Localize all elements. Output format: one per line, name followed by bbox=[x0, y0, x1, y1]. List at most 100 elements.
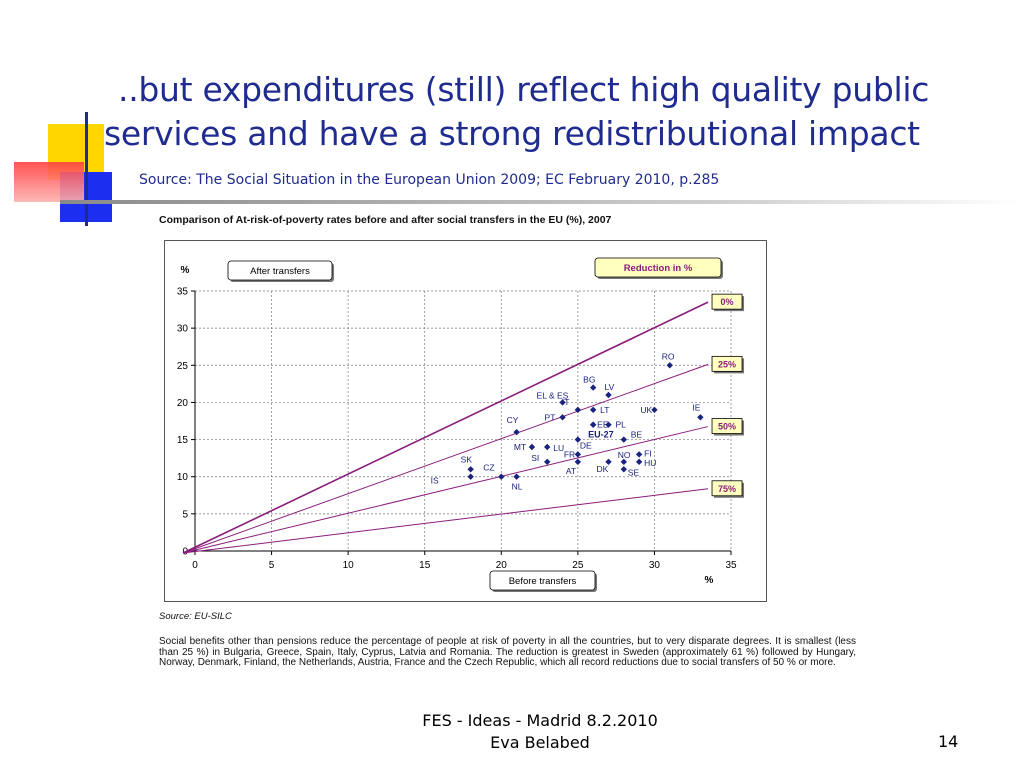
data-point bbox=[589, 384, 597, 391]
point-label: BE bbox=[631, 430, 643, 440]
data-point bbox=[635, 458, 643, 466]
page-number: 14 bbox=[938, 732, 959, 751]
point-label: MT bbox=[514, 442, 526, 452]
footer-author: Eva Belabed bbox=[490, 733, 590, 752]
point-label: LU bbox=[553, 443, 564, 453]
footer-event: FES - Ideas - Madrid 8.2.2010 bbox=[422, 711, 658, 730]
data-point bbox=[574, 451, 582, 458]
point-label: DE bbox=[580, 441, 592, 451]
ref-label-box bbox=[711, 418, 743, 434]
point-label: NO bbox=[618, 450, 631, 460]
decor-red-square bbox=[14, 162, 84, 202]
point-label: HU bbox=[644, 458, 656, 468]
reference-line bbox=[182, 426, 709, 554]
point-label: IE bbox=[692, 402, 700, 412]
y-unit-label: % bbox=[181, 265, 190, 276]
point-label: CZ bbox=[483, 463, 494, 473]
data-point bbox=[605, 391, 612, 399]
x-tick-label: 10 bbox=[343, 560, 355, 571]
x-axis-box-label: Before transfers bbox=[509, 576, 577, 587]
legend-box-label: Reduction in % bbox=[624, 263, 693, 274]
data-point bbox=[589, 406, 597, 414]
y-tick-label: 20 bbox=[177, 398, 189, 409]
ref-label: 25% bbox=[718, 359, 736, 369]
chart-frame: 0510152025303505101520253035%%0%25%50%75… bbox=[164, 240, 767, 602]
point-label: RO bbox=[662, 351, 675, 361]
slide-title: ..but expenditures (still) reflect high … bbox=[104, 68, 1014, 156]
slide-title-line2: services and have a strong redistributio… bbox=[104, 114, 920, 153]
point-label: NL bbox=[512, 482, 523, 492]
point-label: SE bbox=[628, 467, 640, 477]
data-point bbox=[697, 414, 704, 421]
point-label: EL & ES bbox=[537, 390, 569, 400]
y-tick-label: 10 bbox=[177, 472, 189, 483]
point-label: PT bbox=[545, 412, 556, 422]
point-label: LT bbox=[600, 405, 609, 415]
figure-title: Comparison of At-risk-of-poverty rates b… bbox=[159, 214, 612, 226]
scatter-chart: 0510152025303505101520253035%%0%25%50%75… bbox=[177, 257, 745, 592]
data-point bbox=[544, 458, 551, 466]
figure-note: Social benefits other than pensions redu… bbox=[159, 636, 856, 668]
y-axis-box-label: After transfers bbox=[250, 266, 310, 277]
point-label: AT bbox=[566, 466, 576, 476]
x-tick-label: 5 bbox=[269, 560, 275, 571]
data-point bbox=[559, 414, 566, 421]
y-tick-label: 15 bbox=[177, 435, 189, 446]
point-label: FR bbox=[564, 449, 575, 459]
ref-label-box bbox=[711, 293, 743, 310]
point-label: SK bbox=[461, 454, 473, 464]
data-point bbox=[635, 451, 643, 458]
x-tick-label: 15 bbox=[419, 560, 431, 571]
y-tick-label: 30 bbox=[177, 324, 189, 335]
x-tick-label: 20 bbox=[496, 560, 508, 571]
x-tick-label: 35 bbox=[725, 560, 737, 571]
y-tick-label: 25 bbox=[177, 361, 189, 372]
point-label: PL bbox=[615, 420, 626, 430]
x-unit-label: % bbox=[705, 575, 714, 586]
data-point bbox=[528, 443, 536, 451]
reference-line bbox=[182, 488, 709, 554]
ref-label: 0% bbox=[721, 297, 734, 307]
data-point bbox=[605, 458, 612, 466]
title-underline bbox=[60, 200, 1020, 204]
point-label: SI bbox=[531, 453, 539, 463]
point-label: UK bbox=[640, 405, 652, 415]
decor-vertical-bar bbox=[85, 112, 88, 226]
y-axis-box-label-box bbox=[227, 260, 333, 281]
point-label: DK bbox=[596, 464, 608, 474]
ref-label: 75% bbox=[718, 484, 736, 494]
data-point bbox=[574, 458, 582, 466]
x-tick-label: 30 bbox=[649, 560, 661, 571]
footer: FES - Ideas - Madrid 8.2.2010 Eva Belabe… bbox=[380, 710, 700, 754]
data-point bbox=[513, 473, 520, 480]
point-label: EU-27 bbox=[588, 430, 614, 440]
data-point bbox=[467, 473, 474, 480]
y-tick-label: 5 bbox=[182, 509, 188, 520]
x-axis-box-label-box bbox=[489, 570, 596, 591]
point-label: IS bbox=[431, 476, 439, 486]
data-point bbox=[589, 421, 597, 428]
x-tick-label: 25 bbox=[572, 560, 584, 571]
point-label: LV bbox=[604, 382, 614, 392]
data-point bbox=[620, 436, 627, 443]
data-point bbox=[544, 443, 551, 451]
point-label: IT bbox=[562, 397, 570, 407]
point-label: CY bbox=[507, 415, 519, 425]
x-tick-label: 0 bbox=[192, 560, 198, 571]
ref-label-box bbox=[711, 355, 743, 372]
slide-source: Source: The Social Situation in the Euro… bbox=[139, 172, 720, 188]
point-label: EE bbox=[597, 420, 609, 430]
figure-source: Source: EU-SILC bbox=[159, 611, 232, 622]
slide-title-line1: ..but expenditures (still) reflect high … bbox=[118, 70, 930, 109]
data-point bbox=[559, 399, 566, 406]
data-point bbox=[467, 466, 474, 473]
data-point bbox=[605, 421, 612, 428]
ref-label: 50% bbox=[718, 422, 736, 432]
point-label: FI bbox=[644, 448, 652, 458]
legend-box-label-box bbox=[594, 257, 722, 278]
ref-label-box bbox=[711, 480, 743, 497]
data-point bbox=[666, 362, 673, 369]
data-point bbox=[620, 466, 627, 473]
point-label: BG bbox=[583, 375, 595, 385]
reference-line bbox=[182, 363, 709, 554]
